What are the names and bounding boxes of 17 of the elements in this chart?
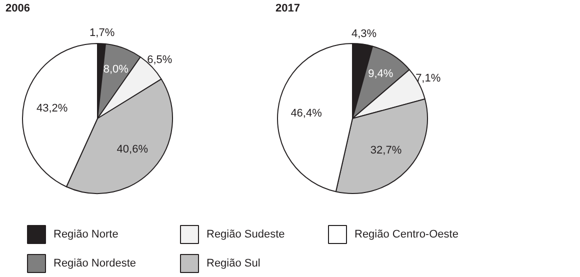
legend-label: Região Sudeste	[206, 228, 285, 240]
data-label: 1,7%	[90, 27, 115, 40]
chart-title: 2017	[276, 2, 300, 14]
legend-label: Região Norte	[54, 228, 118, 240]
data-label: 43,2%	[36, 102, 68, 115]
data-label: 46,4%	[290, 107, 322, 120]
data-label: 6,5%	[147, 54, 172, 66]
chart-title: 2006	[6, 2, 30, 14]
data-label: 7,1%	[416, 72, 441, 85]
legend-label: Região Nordeste	[54, 258, 136, 270]
data-label: 8,0%	[103, 63, 129, 76]
data-label: 4,3%	[351, 28, 377, 40]
data-label: 32,7%	[370, 144, 402, 157]
data-label: 40,6%	[116, 143, 148, 156]
legend-label: Região Centro-Oeste	[354, 228, 458, 240]
legend-label: Região Sul	[206, 258, 260, 270]
data-label: 9,4%	[368, 68, 394, 80]
